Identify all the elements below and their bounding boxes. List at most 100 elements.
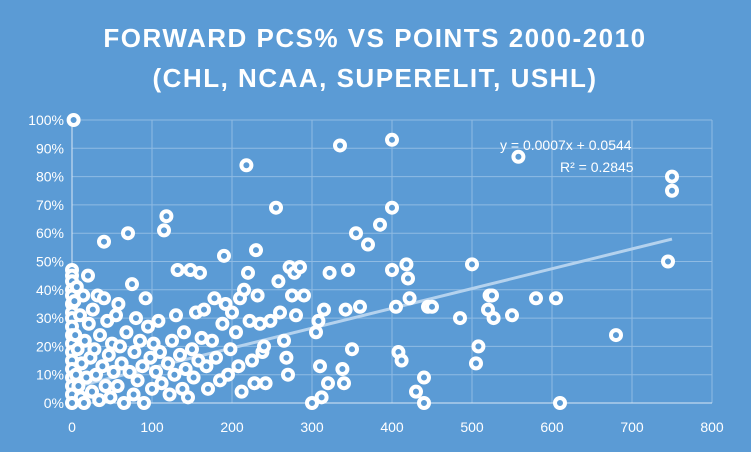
scatter-point bbox=[97, 234, 111, 249]
x-tick-label: 400 bbox=[380, 419, 404, 435]
scatter-point bbox=[154, 376, 169, 391]
scatter-point bbox=[471, 339, 486, 354]
scatter-point bbox=[106, 364, 121, 379]
scatter-point bbox=[385, 132, 399, 147]
scatter-point bbox=[385, 200, 399, 215]
scatter-point bbox=[263, 313, 278, 328]
scatter-point bbox=[321, 376, 335, 391]
scatter-point bbox=[239, 158, 254, 173]
scatter-point bbox=[293, 260, 307, 275]
scatter-point bbox=[289, 308, 303, 323]
scatter-point bbox=[119, 325, 134, 340]
y-tick-label: 80% bbox=[36, 169, 64, 185]
scatter-point bbox=[223, 342, 238, 357]
scatter-point bbox=[181, 390, 195, 405]
scatter-point bbox=[279, 350, 294, 365]
scatter-point bbox=[170, 262, 185, 277]
scatter-point bbox=[609, 328, 623, 343]
scatter-point bbox=[133, 333, 147, 348]
x-tick-label: 500 bbox=[460, 419, 484, 435]
scatter-point bbox=[309, 325, 323, 340]
scatter-point bbox=[85, 384, 99, 399]
scatter-point bbox=[76, 288, 91, 303]
trendline-equation: y = 0.0007x + 0.0544 bbox=[500, 137, 632, 153]
scatter-point bbox=[465, 257, 479, 272]
y-tick-label: 50% bbox=[36, 254, 64, 270]
scatter-point bbox=[409, 384, 423, 399]
scatter-point bbox=[98, 379, 113, 394]
scatter-point bbox=[247, 376, 262, 391]
scatter-point bbox=[117, 396, 131, 410]
scatter-point bbox=[205, 333, 219, 348]
scatter-point bbox=[69, 279, 84, 294]
y-tick-label: 20% bbox=[36, 338, 64, 354]
scatter-point bbox=[271, 274, 286, 289]
scatter-point bbox=[389, 299, 403, 314]
scatter-point bbox=[125, 277, 139, 292]
scatter-point bbox=[297, 288, 311, 303]
scatter-point bbox=[402, 291, 417, 306]
chart-title-line-2: (CHL, NCAA, SUPERELIT, USHL) bbox=[153, 63, 598, 93]
scatter-point bbox=[665, 169, 679, 184]
scatter-point bbox=[185, 342, 199, 357]
tick-labels: 0% 10% 20% 30% 40% 50% 60% 70% 80% 90% 100% 0 100 200… bbox=[28, 112, 724, 435]
scatter-point bbox=[151, 313, 166, 328]
scatter-point bbox=[159, 209, 174, 224]
scatter-point bbox=[229, 325, 243, 340]
scatter-point bbox=[149, 364, 163, 379]
scatter-point bbox=[101, 347, 116, 362]
scatter-point bbox=[197, 302, 211, 317]
y-tick-label: 60% bbox=[36, 225, 64, 241]
scatter-point bbox=[201, 381, 215, 396]
scatter-point bbox=[314, 390, 329, 405]
scatter-point bbox=[199, 359, 214, 374]
scatter-point bbox=[110, 379, 125, 394]
scatter-point bbox=[317, 302, 331, 317]
gridlines bbox=[72, 119, 713, 403]
scatter-point bbox=[178, 362, 193, 377]
scatter-point bbox=[85, 302, 100, 317]
scatter-point bbox=[109, 308, 123, 323]
y-tick-label: 70% bbox=[36, 197, 64, 213]
scatter-point bbox=[167, 367, 182, 382]
scatter-point bbox=[394, 353, 409, 368]
scatter-point bbox=[209, 350, 223, 365]
scatter-point bbox=[113, 339, 127, 354]
scatter-point bbox=[661, 254, 675, 269]
scatter-point bbox=[157, 223, 171, 238]
scatter-point bbox=[87, 342, 102, 357]
scatter-point bbox=[121, 226, 135, 241]
scatter-point bbox=[97, 291, 111, 306]
scatter-point bbox=[70, 342, 85, 357]
x-tick-label: 800 bbox=[700, 419, 724, 435]
x-tick-label: 600 bbox=[540, 419, 564, 435]
scatter-point bbox=[177, 325, 191, 340]
scatter-point bbox=[77, 396, 91, 410]
x-tick-label: 300 bbox=[300, 419, 324, 435]
scatter-point bbox=[245, 353, 259, 368]
scatter-point bbox=[162, 387, 177, 402]
scatter-point bbox=[92, 393, 107, 408]
scatter-point bbox=[143, 350, 158, 365]
scatter-point bbox=[258, 376, 273, 391]
scatter-point bbox=[285, 288, 299, 303]
x-tick-label: 200 bbox=[220, 419, 244, 435]
scatter-point bbox=[141, 319, 155, 334]
scatter-point bbox=[505, 308, 519, 323]
scatter-point bbox=[553, 396, 567, 410]
scatter-point bbox=[373, 217, 387, 232]
scatter-point bbox=[345, 342, 359, 357]
scatter-point bbox=[173, 347, 187, 362]
scatter-point bbox=[122, 364, 137, 379]
scatter-point bbox=[529, 291, 543, 306]
scatter-point bbox=[225, 305, 239, 320]
y-tick-label: 90% bbox=[36, 140, 64, 156]
scatter-point bbox=[95, 359, 110, 374]
scatter-point bbox=[401, 271, 415, 286]
scatter-point bbox=[68, 328, 83, 343]
scatter-point bbox=[250, 288, 265, 303]
scatter-point bbox=[549, 291, 563, 306]
scatter-point bbox=[111, 296, 126, 311]
